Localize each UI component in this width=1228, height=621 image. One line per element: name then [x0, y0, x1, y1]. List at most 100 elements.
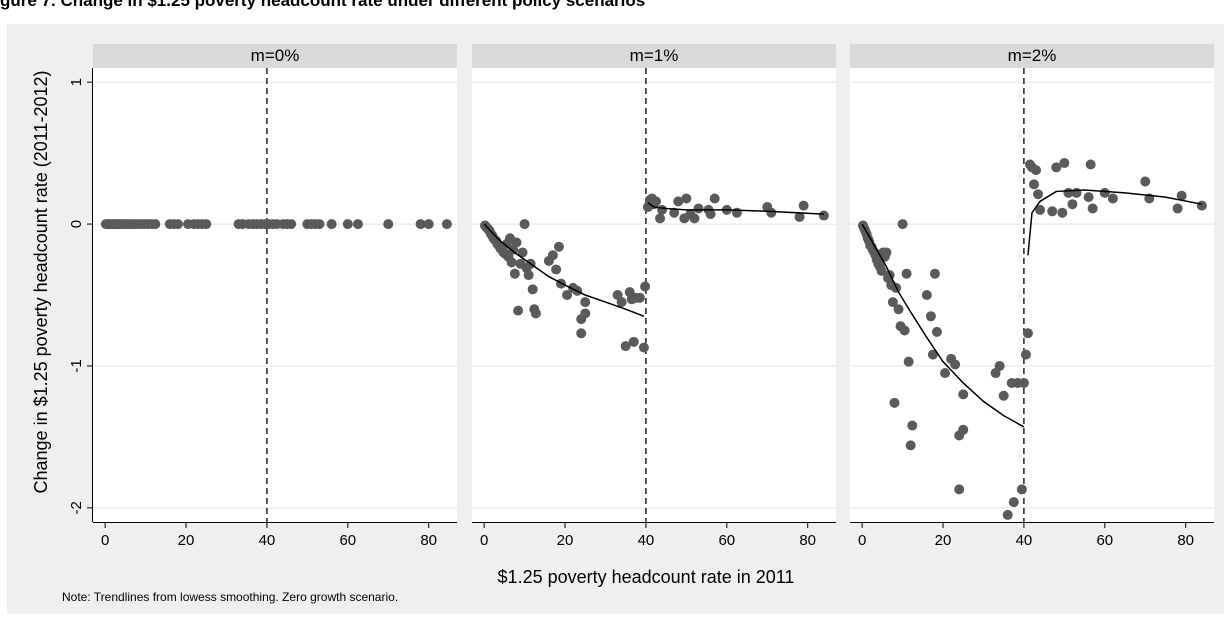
data-point	[673, 196, 684, 207]
data-point	[681, 193, 692, 204]
data-point	[1067, 199, 1078, 210]
data-point	[1140, 176, 1151, 187]
data-point	[1059, 158, 1070, 169]
data-point	[509, 268, 520, 279]
data-point	[511, 237, 522, 248]
panel-3: m=2% 0 20 40 60 80	[850, 44, 1214, 549]
panel-plot-area	[93, 68, 457, 522]
data-point	[530, 308, 541, 319]
data-point	[905, 440, 916, 451]
data-point	[286, 219, 297, 230]
data-point	[889, 397, 900, 408]
data-point	[1033, 189, 1044, 200]
data-point	[709, 193, 720, 204]
data-point	[705, 209, 716, 220]
data-point	[201, 219, 212, 230]
data-point	[616, 297, 627, 308]
data-point	[669, 207, 680, 218]
figure-caption: gure 7. Change in $1.25 poverty headcoun…	[0, 0, 646, 10]
data-point	[1051, 162, 1062, 173]
chart-panels: m=0% 0 20 40 60 80 1 0 -1 -2 m=1% 0 20 40 60 80 m=2% 0 20 4…	[68, 44, 1214, 549]
data-point	[640, 281, 651, 292]
data-point	[441, 219, 452, 230]
x-tick-label: 60	[1096, 532, 1113, 549]
data-point	[731, 207, 742, 218]
data-point	[547, 250, 558, 261]
data-point	[527, 284, 538, 295]
data-point	[1085, 159, 1096, 170]
data-point	[513, 305, 524, 316]
x-tick-label: 0	[480, 532, 488, 549]
x-tick-label: 80	[420, 532, 437, 549]
x-tick-label: 80	[799, 532, 816, 549]
data-point	[927, 349, 938, 360]
data-point	[551, 264, 562, 275]
data-point	[689, 213, 700, 224]
data-point	[950, 359, 961, 370]
data-point	[651, 196, 662, 207]
data-point	[517, 247, 528, 258]
data-point	[1020, 349, 1031, 360]
panel-title: m=0%	[251, 46, 300, 65]
data-point	[1022, 328, 1033, 339]
data-point	[506, 257, 517, 268]
panel-strip	[472, 44, 836, 68]
data-point	[1008, 497, 1019, 508]
data-point	[903, 356, 914, 367]
data-point	[1172, 203, 1183, 214]
trend-line	[1027, 189, 1203, 256]
panel-plot-area	[472, 68, 836, 522]
x-tick-label: 20	[178, 532, 195, 549]
data-point	[1071, 187, 1082, 198]
data-point	[1035, 204, 1046, 215]
data-point	[620, 341, 631, 352]
data-point	[1047, 206, 1058, 217]
data-point	[1083, 192, 1094, 203]
data-point	[766, 207, 777, 218]
trend-line	[861, 223, 1025, 428]
data-point	[887, 297, 898, 308]
trend-line	[647, 202, 824, 215]
data-point	[628, 336, 639, 347]
x-tick-label: 40	[1016, 532, 1033, 549]
y-tick-label: 1	[68, 78, 85, 86]
data-point	[415, 219, 426, 230]
data-point	[580, 308, 591, 319]
data-point	[1002, 509, 1013, 520]
data-point	[958, 424, 969, 435]
x-tick-label: 60	[339, 532, 356, 549]
data-point	[383, 219, 394, 230]
data-point	[929, 268, 940, 279]
data-point	[1099, 187, 1110, 198]
y-tick-label: -1	[68, 359, 85, 372]
data-point	[655, 213, 666, 224]
data-point	[798, 200, 809, 211]
data-point	[1087, 203, 1098, 214]
data-point	[150, 219, 161, 230]
data-point	[907, 420, 918, 431]
data-point	[876, 265, 887, 276]
data-point	[897, 219, 908, 230]
data-point	[998, 390, 1009, 401]
data-point	[693, 203, 704, 214]
x-tick-label: 80	[1177, 532, 1194, 549]
data-point	[657, 204, 668, 215]
x-tick-label: 60	[718, 532, 735, 549]
data-point	[638, 342, 649, 353]
data-point	[1031, 165, 1042, 176]
y-tick-label: 0	[68, 220, 85, 228]
data-point	[818, 210, 829, 221]
y-tick-label: -2	[68, 501, 85, 514]
data-point	[1176, 190, 1187, 201]
data-point	[1196, 200, 1207, 211]
data-point	[523, 270, 534, 281]
data-point	[1018, 377, 1029, 388]
data-point	[314, 219, 325, 230]
trend-line	[483, 223, 645, 317]
panel-title: m=2%	[1008, 46, 1057, 65]
data-point	[1057, 207, 1068, 218]
data-point	[172, 219, 183, 230]
data-point	[931, 326, 942, 337]
data-point	[958, 389, 969, 400]
data-point	[954, 484, 965, 495]
